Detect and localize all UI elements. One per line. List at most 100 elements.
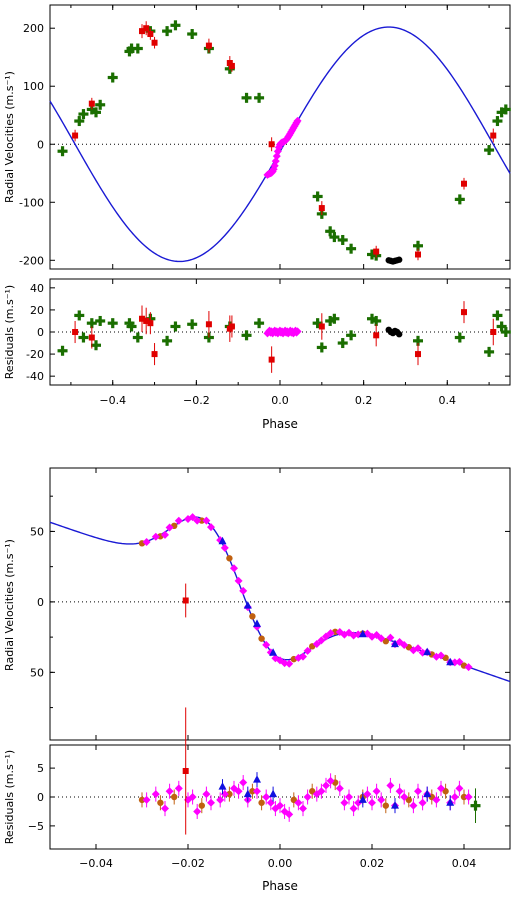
bottom-magenta-residual — [216, 795, 225, 804]
top-green-point — [346, 243, 357, 254]
top-green-point — [132, 43, 143, 54]
top-red-point — [490, 132, 497, 139]
bottom-magenta-residual — [437, 784, 445, 793]
top-green-point-v — [190, 29, 194, 40]
top-green-point — [312, 191, 323, 202]
top-green-point-v — [98, 99, 102, 110]
bottom-magenta-point — [239, 586, 248, 595]
bottom-magenta-residual — [455, 784, 464, 793]
bottom-xtick-label: −0.02 — [171, 857, 205, 870]
top-red-point — [268, 141, 275, 148]
top-green-residual-v — [136, 332, 140, 343]
bottom-main-ytick-label: 50 — [30, 525, 44, 538]
bottom-magenta-residual — [303, 793, 312, 801]
top-green-point — [74, 116, 85, 127]
bottom-magenta-residual — [450, 793, 459, 801]
bottom-magenta-residual — [368, 798, 376, 807]
bottom-magenta-residual — [193, 807, 202, 816]
bottom-red-point — [182, 597, 189, 604]
bottom-orange-residual — [138, 796, 146, 804]
top-red-point — [461, 180, 467, 187]
bottom-blue-residual — [446, 798, 455, 806]
top-xtick-label: −0.2 — [183, 394, 210, 407]
top-green-residual-v — [244, 330, 249, 341]
bottom-orange-point — [198, 517, 205, 524]
top-green-residual-v — [165, 335, 169, 346]
top-green-residual-v — [98, 315, 102, 326]
bottom-residual-panel-frame — [49, 744, 511, 850]
top-green-residual-v — [500, 321, 504, 332]
top-green-residual-v — [341, 338, 345, 349]
top-red-point — [205, 42, 212, 49]
top-green-point — [325, 226, 336, 237]
top-green-point-v — [111, 72, 115, 83]
top-red-point — [415, 251, 421, 258]
bottom-magenta-point — [220, 543, 229, 552]
top-green-residual-v — [320, 342, 324, 353]
bottom-magenta-residual — [188, 793, 197, 801]
top-green-residual-v — [328, 315, 332, 326]
bottom-magenta-residual — [432, 795, 441, 804]
top-res-ytick-label: 20 — [30, 304, 44, 317]
top-red-residual — [88, 334, 95, 341]
bottom-magenta-point — [174, 516, 183, 525]
bottom-orange-residual — [382, 802, 389, 809]
bottom-orange-residual — [249, 788, 256, 795]
bottom-res-ytick-label: −5 — [28, 820, 44, 833]
top-red-point — [147, 31, 154, 38]
bottom-red-residual — [182, 768, 189, 774]
bottom-magenta-point — [414, 644, 422, 653]
bottom-magenta-residual — [400, 793, 409, 801]
bottom-magenta-residual — [349, 804, 358, 813]
bottom-blue-point — [218, 536, 227, 545]
top-green-point-v — [416, 240, 420, 251]
top-green-residual — [496, 321, 507, 332]
top-green-residual — [367, 313, 377, 324]
bottom-magenta-point — [437, 651, 445, 660]
bottom-magenta-point — [262, 640, 271, 649]
bottom-magenta-residual — [202, 790, 211, 799]
top-green-residual-v — [257, 318, 261, 329]
top-green-point-v — [458, 194, 462, 205]
top-green-point — [91, 107, 101, 118]
bottom-orange-residual — [198, 802, 205, 809]
top-green-residual — [254, 318, 265, 329]
top-green-point-v — [136, 43, 140, 54]
top-red-point — [151, 39, 158, 46]
bottom-blue-residual — [253, 775, 261, 783]
bottom-orange-residual — [309, 788, 316, 795]
bottom-magenta-point — [165, 523, 174, 532]
top-green-residual — [346, 330, 357, 341]
bottom-magenta-residual — [418, 798, 427, 807]
top-red-point — [72, 132, 79, 139]
bottom-magenta-residual — [174, 784, 183, 793]
top-green-point — [500, 104, 511, 115]
top-red-residual — [415, 351, 421, 358]
top-residual-ylabel: Residuals (m.s⁻¹) — [3, 285, 16, 379]
top-red-point — [88, 100, 95, 107]
bottom-orange-residual — [258, 799, 265, 806]
top-xtick-label: 0.2 — [355, 394, 373, 407]
bottom-magenta-residual — [409, 801, 418, 810]
bottom-magenta-residual — [253, 787, 261, 796]
top-red-residual — [268, 356, 275, 363]
top-red-residual — [143, 317, 150, 324]
top-red-point — [143, 25, 150, 32]
bottom-magenta-residual — [239, 778, 248, 787]
top-green-residual — [187, 319, 198, 330]
bottom-xtick-label: 0.04 — [452, 857, 477, 870]
bottom-magenta-residual — [345, 793, 353, 801]
bottom-magenta-residual — [335, 784, 344, 793]
top-green-residual — [170, 321, 181, 332]
bottom-magenta-residual — [377, 795, 386, 804]
top-green-residual — [337, 338, 348, 349]
top-green-residual — [132, 332, 143, 343]
bottom-magenta-residual — [285, 810, 294, 819]
top-red-residual — [147, 320, 154, 327]
top-green-residual-v — [127, 318, 132, 329]
top-green-point — [241, 92, 252, 103]
top-main-ytick-label: -200 — [19, 254, 44, 267]
top-green-residual — [124, 318, 135, 329]
top-green-residual-v — [374, 315, 378, 326]
